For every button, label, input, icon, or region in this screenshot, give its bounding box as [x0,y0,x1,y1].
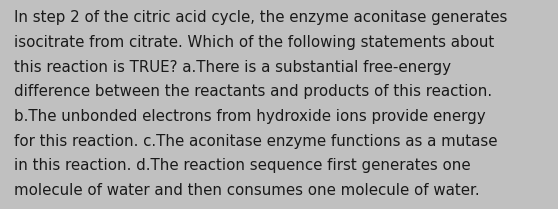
Text: molecule of water and then consumes one molecule of water.: molecule of water and then consumes one … [14,183,479,198]
Text: isocitrate from citrate. Which of the following statements about: isocitrate from citrate. Which of the fo… [14,35,494,50]
Text: b.The unbonded electrons from hydroxide ions provide energy: b.The unbonded electrons from hydroxide … [14,109,485,124]
Text: difference between the reactants and products of this reaction.: difference between the reactants and pro… [14,84,492,99]
Text: this reaction is TRUE? a.There is a substantial free-energy: this reaction is TRUE? a.There is a subs… [14,60,451,75]
Text: in this reaction. d.The reaction sequence first generates one: in this reaction. d.The reaction sequenc… [14,158,470,173]
Text: In step 2 of the citric acid cycle, the enzyme aconitase generates: In step 2 of the citric acid cycle, the … [14,10,507,25]
Text: for this reaction. c.The aconitase enzyme functions as a mutase: for this reaction. c.The aconitase enzym… [14,134,497,149]
